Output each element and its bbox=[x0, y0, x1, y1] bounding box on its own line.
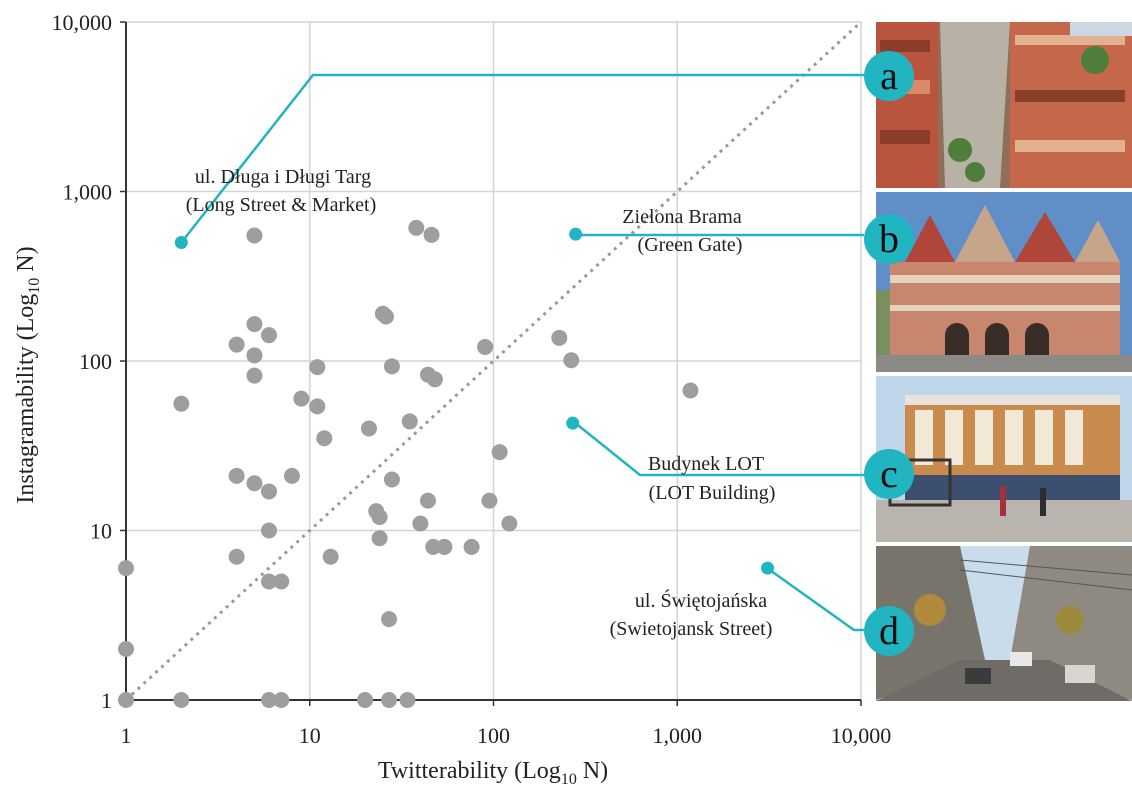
leader-line-a bbox=[180, 73, 864, 244]
scatter-point bbox=[477, 338, 494, 355]
scatter-point bbox=[283, 467, 300, 484]
photo-letter-b: b bbox=[879, 216, 899, 261]
highlight-point-c bbox=[566, 416, 580, 430]
x-axis-title-main: Twitterability (Log bbox=[378, 758, 561, 784]
scatter-point bbox=[563, 352, 580, 369]
scatter-point bbox=[316, 430, 333, 447]
scatter-point bbox=[118, 640, 134, 657]
photo-letter-c: c bbox=[880, 451, 898, 496]
highlight-point-d bbox=[761, 561, 775, 575]
scatter-point bbox=[401, 413, 418, 430]
annotation-d-label: ul. Świętojańska bbox=[635, 588, 767, 612]
x-tick-label-2: 100 bbox=[477, 723, 510, 748]
y-axis-title-end: N) bbox=[13, 246, 39, 277]
scatter-point bbox=[357, 692, 374, 708]
y-tick-label-2: 100 bbox=[79, 349, 112, 374]
annotation-b-sublabel: (Green Gate) bbox=[638, 234, 743, 256]
leader-line-c bbox=[573, 421, 864, 477]
scatter-point bbox=[309, 398, 326, 415]
scatter-point bbox=[246, 475, 263, 492]
highlight-point-a bbox=[174, 236, 188, 250]
scatter-point bbox=[246, 367, 263, 384]
scatter-point bbox=[399, 692, 416, 708]
scatter-point bbox=[260, 692, 277, 708]
x-axis-title: Twitterability (Log10 N) bbox=[378, 758, 608, 786]
scatter-point bbox=[491, 444, 508, 461]
y-tick-label-3: 1,000 bbox=[63, 180, 113, 205]
scatter-point bbox=[173, 692, 190, 708]
photo-panel-d: d bbox=[864, 546, 1132, 701]
scatter-point bbox=[228, 336, 245, 353]
x-tick-label-3: 1,000 bbox=[653, 723, 703, 748]
scatter-point bbox=[228, 467, 245, 484]
y-axis-title-subscript: 10 bbox=[26, 278, 43, 294]
annotation-b-label: Zielona Brama bbox=[622, 206, 742, 228]
scatter-point bbox=[246, 347, 263, 364]
photo-letter-a: a bbox=[880, 53, 898, 98]
y-tick-label-1: 10 bbox=[90, 519, 112, 544]
highlighted-points bbox=[174, 227, 775, 575]
leader-line-d bbox=[766, 566, 864, 632]
scatter-point bbox=[322, 548, 339, 565]
annotation-a-sublabel: (Long Street & Market) bbox=[186, 194, 377, 216]
reference-line-y-equals-x bbox=[124, 20, 863, 702]
scatter-point bbox=[309, 359, 326, 376]
annotation-c-label: Budynek LOT bbox=[648, 453, 764, 475]
scatter-points bbox=[118, 219, 699, 708]
scatter-point bbox=[481, 492, 498, 509]
scatter-point bbox=[260, 573, 277, 590]
annotation-a-label: ul. Długa i Długi Targ bbox=[195, 166, 371, 188]
scatter-point bbox=[381, 692, 398, 708]
scatter-point bbox=[501, 515, 518, 532]
scatter-point bbox=[260, 483, 277, 500]
scatter-point bbox=[260, 327, 277, 344]
scatter-point bbox=[412, 515, 429, 532]
x-tick-label-0: 1 bbox=[121, 723, 132, 748]
y-axis-title: Instagramability (Log10 N) bbox=[13, 246, 43, 503]
x-axis-title-subscript: 10 bbox=[561, 771, 577, 786]
scatter-point bbox=[260, 522, 277, 539]
scatter-point bbox=[371, 509, 388, 526]
scatter-point bbox=[408, 219, 425, 236]
scatter-point bbox=[426, 371, 443, 388]
scatter-point bbox=[293, 390, 310, 407]
scatter-point bbox=[425, 538, 442, 555]
scatter-point bbox=[423, 226, 440, 243]
scatter-point bbox=[436, 538, 453, 555]
photo-letter-d: d bbox=[879, 608, 899, 653]
scatter-point bbox=[381, 611, 398, 628]
scatter-point bbox=[173, 395, 190, 412]
scatter-point bbox=[419, 492, 436, 509]
scatter-point bbox=[463, 538, 480, 555]
y-axis-title-main: Instagramability (Log bbox=[13, 294, 39, 504]
scatter-point bbox=[682, 382, 699, 399]
scatter-point bbox=[246, 316, 263, 333]
scatter-point bbox=[383, 471, 400, 488]
scatter-point bbox=[273, 692, 290, 708]
y-tick-label-0: 1 bbox=[101, 688, 112, 713]
scatter-point bbox=[118, 560, 134, 577]
x-tick-label-4: 10,000 bbox=[831, 723, 892, 748]
y-tick-label-4: 10,000 bbox=[52, 10, 113, 35]
annotation-c-sublabel: (LOT Building) bbox=[649, 482, 776, 504]
highlight-point-b bbox=[569, 227, 583, 241]
scatter-point bbox=[378, 308, 395, 325]
scatter-point bbox=[360, 420, 377, 437]
photo-panel-c: c bbox=[864, 376, 1132, 542]
scatter-point bbox=[228, 548, 245, 565]
photo-panel-a: a bbox=[864, 22, 1132, 188]
x-axis-ticks: 1 10 100 1,000 10,000 bbox=[121, 700, 892, 748]
scatter-point bbox=[551, 329, 568, 346]
scatter-point bbox=[273, 573, 290, 590]
x-axis-title-end: N) bbox=[577, 758, 608, 784]
y-axis-ticks: 1 10 100 1,000 10,000 bbox=[52, 10, 126, 713]
scatter-point bbox=[383, 358, 400, 375]
photo-panel-b: b bbox=[864, 192, 1132, 372]
annotation-d-sublabel: (Swietojansk Street) bbox=[610, 618, 773, 640]
scatter-point bbox=[246, 227, 263, 244]
x-tick-label-1: 10 bbox=[299, 723, 321, 748]
scatter-point bbox=[371, 530, 388, 547]
scatter-point bbox=[118, 692, 134, 708]
